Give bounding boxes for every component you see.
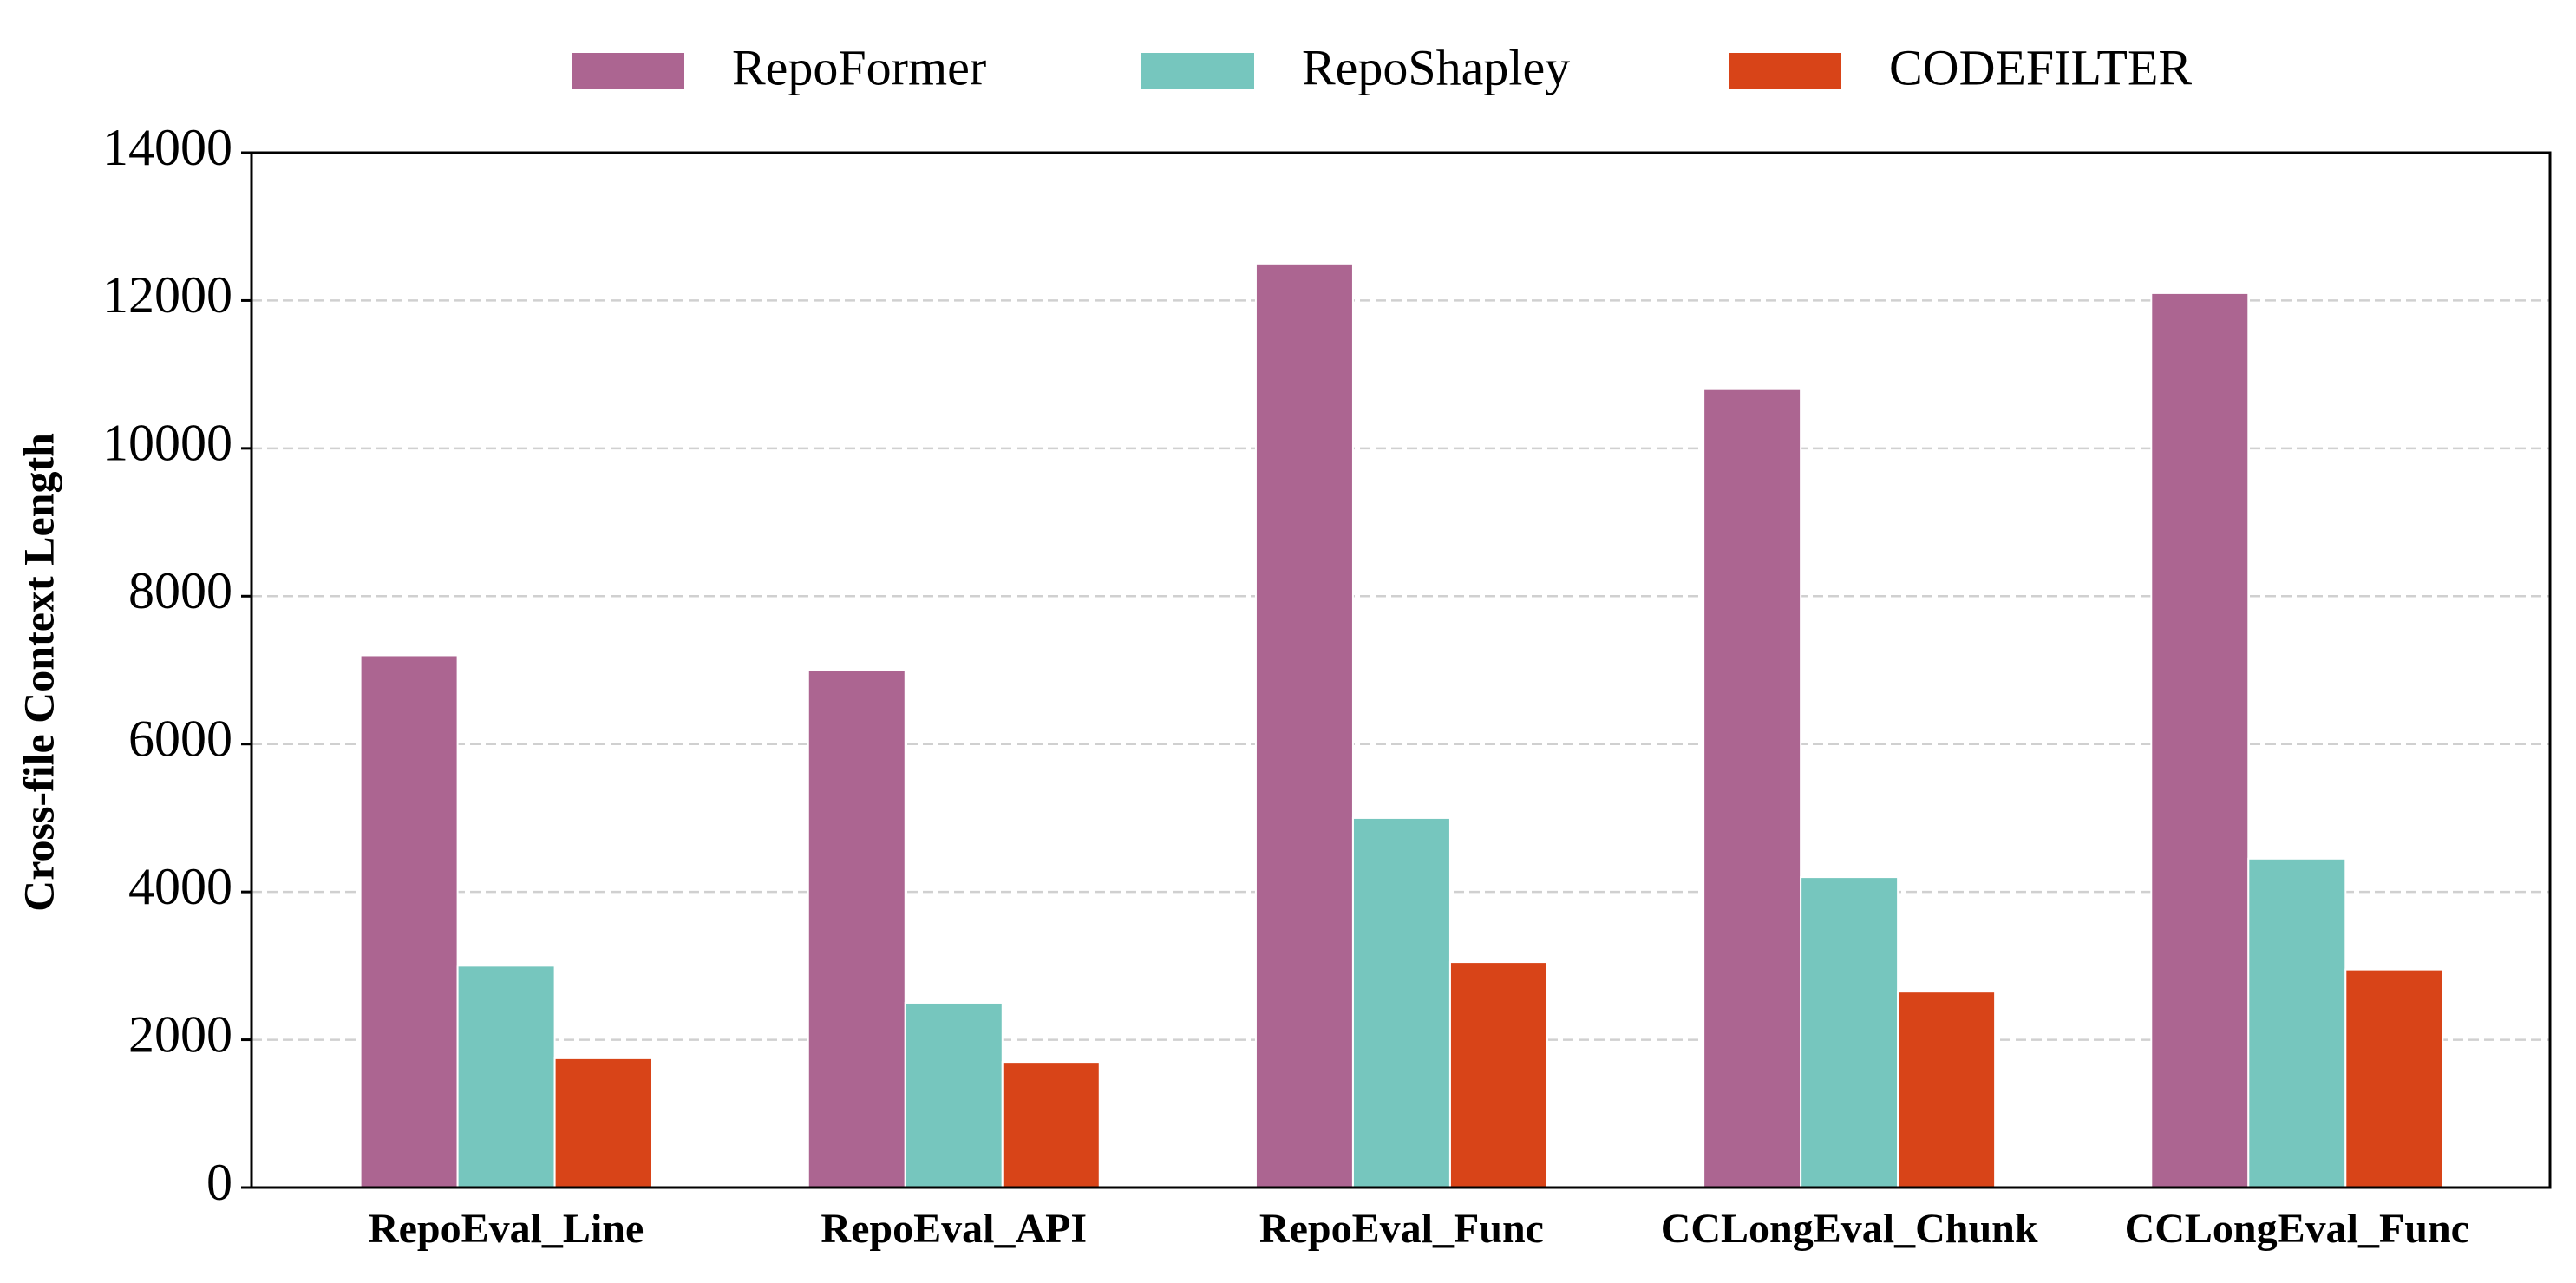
x-tick-label: RepoEval_Func <box>1259 1206 1544 1252</box>
bar <box>2247 857 2347 1189</box>
x-tick-label: RepoEval_Line <box>369 1206 644 1252</box>
y-tick-label: 12000 <box>102 266 232 324</box>
y-tick-label: 10000 <box>102 415 232 472</box>
legend-swatch <box>1729 53 1841 89</box>
bar <box>1897 991 1997 1188</box>
bar <box>2150 291 2250 1189</box>
legend-swatch <box>572 53 684 89</box>
bar <box>456 965 556 1189</box>
bar <box>1703 388 1802 1188</box>
bar <box>359 654 459 1188</box>
y-tick-label: 14000 <box>102 119 232 176</box>
legend-label: RepoFormer <box>732 39 986 95</box>
bar <box>807 669 906 1188</box>
x-tick-label: RepoEval_API <box>821 1206 1087 1252</box>
y-tick-label: 2000 <box>128 1005 232 1063</box>
plot-frame <box>250 151 2552 1189</box>
x-tick-label: CCLongEval_Chunk <box>1661 1206 2038 1252</box>
bar <box>553 1057 653 1188</box>
y-tick-label: 8000 <box>128 562 232 619</box>
legend-label: RepoShapley <box>1302 39 1570 95</box>
bar <box>904 1001 1004 1188</box>
x-tick-label: CCLongEval_Func <box>2125 1206 2469 1252</box>
bar <box>1800 876 1899 1188</box>
bar <box>1448 961 1548 1188</box>
bar <box>1351 816 1451 1189</box>
y-tick-label: 0 <box>206 1154 232 1211</box>
y-tick-label: 6000 <box>128 710 232 767</box>
bar <box>2344 968 2444 1188</box>
y-axis-label: Cross-file Context Length <box>14 433 62 912</box>
y-tick-label: 4000 <box>128 858 232 915</box>
bar <box>1254 262 1354 1189</box>
legend-swatch <box>1141 53 1254 89</box>
bar <box>1001 1061 1101 1189</box>
legend-label: CODEFILTER <box>1889 39 2192 95</box>
